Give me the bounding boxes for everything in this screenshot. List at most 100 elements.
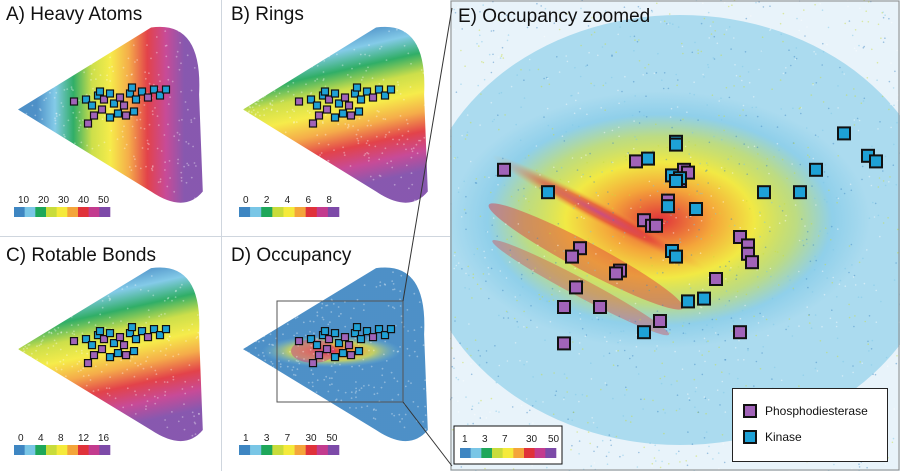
speckle bbox=[287, 360, 290, 362]
colorbar-tick-label: 2 bbox=[264, 195, 270, 206]
speckle bbox=[635, 345, 638, 348]
speckle bbox=[66, 354, 68, 356]
speckle bbox=[566, 60, 569, 63]
speckle bbox=[393, 288, 396, 291]
speckle bbox=[54, 119, 57, 122]
speckle bbox=[639, 7, 641, 10]
speckle bbox=[271, 99, 274, 102]
phosphodiesterase-marker bbox=[569, 280, 583, 295]
speckle bbox=[851, 34, 854, 37]
speckle bbox=[670, 383, 673, 386]
speckle bbox=[682, 332, 685, 335]
speckle bbox=[40, 343, 42, 346]
speckle bbox=[515, 123, 517, 126]
speckle bbox=[660, 382, 663, 385]
speckle bbox=[739, 114, 741, 117]
speckle bbox=[266, 127, 269, 129]
speckle bbox=[121, 130, 124, 133]
speckle bbox=[286, 140, 288, 143]
colorbar-segment bbox=[272, 207, 284, 217]
speckle bbox=[705, 431, 708, 433]
speckle bbox=[526, 26, 529, 29]
speckle bbox=[46, 361, 49, 364]
speckle bbox=[535, 145, 538, 147]
speckle bbox=[527, 154, 530, 157]
speckle bbox=[419, 139, 422, 142]
speckle bbox=[662, 271, 664, 274]
speckle bbox=[710, 195, 712, 197]
speckle bbox=[876, 61, 879, 64]
speckle bbox=[823, 293, 826, 296]
speckle bbox=[296, 368, 299, 371]
speckle bbox=[861, 20, 864, 23]
speckle bbox=[177, 158, 180, 161]
speckle bbox=[385, 59, 388, 61]
speckle bbox=[490, 397, 493, 400]
speckle bbox=[314, 80, 316, 82]
speckle bbox=[577, 203, 580, 205]
speckle bbox=[363, 154, 366, 157]
density-ridge bbox=[491, 148, 706, 276]
speckle bbox=[498, 411, 500, 413]
speckle bbox=[622, 415, 625, 417]
legend-swatch-phosphodiesterase bbox=[743, 404, 757, 418]
speckle bbox=[243, 338, 245, 340]
speckle bbox=[589, 175, 592, 178]
speckle bbox=[622, 330, 625, 332]
speckle bbox=[651, 167, 653, 169]
speckle bbox=[717, 452, 720, 454]
speckle bbox=[355, 381, 357, 383]
speckle bbox=[539, 187, 541, 189]
compound-marker bbox=[113, 109, 123, 118]
compound-marker bbox=[352, 83, 362, 92]
speckle bbox=[623, 349, 626, 352]
speckle bbox=[78, 119, 81, 122]
speckle bbox=[554, 394, 557, 397]
speckle bbox=[731, 172, 734, 174]
speckle bbox=[635, 366, 638, 368]
speckle bbox=[668, 463, 670, 465]
compound-marker bbox=[87, 340, 97, 350]
speckle bbox=[678, 208, 680, 210]
speckle bbox=[52, 345, 55, 347]
speckle bbox=[139, 167, 142, 170]
compound-marker bbox=[81, 95, 91, 104]
speckle bbox=[526, 411, 528, 414]
speckle bbox=[753, 385, 755, 387]
speckle bbox=[854, 315, 856, 317]
speckle bbox=[185, 181, 188, 184]
speckle bbox=[723, 129, 725, 132]
speckle bbox=[193, 415, 196, 418]
compound-marker bbox=[97, 105, 107, 114]
speckle bbox=[735, 74, 738, 77]
speckle bbox=[368, 157, 370, 159]
compound-marker bbox=[368, 332, 378, 342]
speckle bbox=[67, 119, 70, 122]
speckle bbox=[26, 358, 29, 361]
speckle bbox=[481, 61, 483, 63]
speckle bbox=[375, 286, 378, 288]
compound-marker bbox=[356, 334, 366, 344]
speckle bbox=[315, 391, 318, 393]
speckle bbox=[379, 47, 381, 50]
speckle bbox=[523, 363, 525, 366]
speckle bbox=[65, 375, 67, 378]
speckle bbox=[120, 359, 122, 362]
speckle bbox=[403, 98, 405, 101]
speckle bbox=[880, 37, 882, 39]
speckle bbox=[776, 251, 779, 253]
speckle bbox=[745, 17, 748, 20]
speckle bbox=[501, 54, 503, 56]
speckle bbox=[198, 292, 201, 294]
speckle bbox=[306, 110, 309, 112]
speckle bbox=[748, 207, 751, 210]
speckle bbox=[835, 197, 838, 199]
speckle bbox=[634, 136, 636, 138]
speckle bbox=[479, 417, 482, 419]
speckle bbox=[420, 69, 423, 71]
speckle bbox=[407, 130, 410, 133]
speckle bbox=[457, 400, 459, 403]
speckle bbox=[548, 83, 551, 86]
speckle bbox=[297, 360, 299, 363]
speckle bbox=[24, 345, 27, 348]
